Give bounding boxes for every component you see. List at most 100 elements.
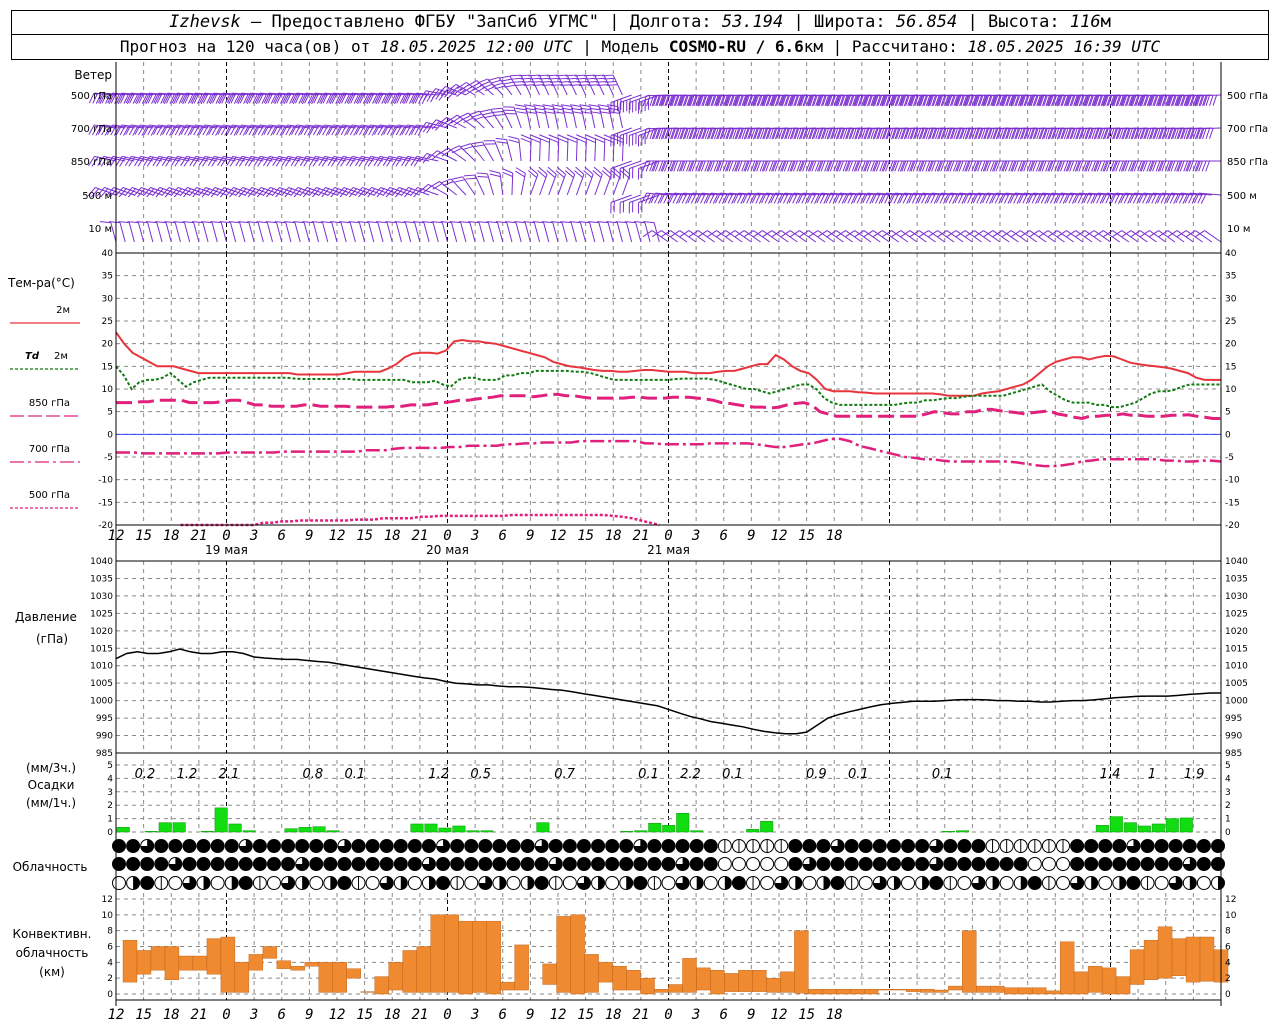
wind-barb-flag: [374, 92, 380, 104]
wind-barb-flag: [853, 192, 859, 204]
wind-barb-flag: [321, 156, 329, 167]
wind-barb-flag: [698, 160, 704, 172]
wind-barb-shaft: [1189, 192, 1212, 196]
cloud-symbol: [182, 857, 197, 871]
precip-3h-label: 0.1: [344, 767, 365, 782]
wind-barb-flag: [327, 187, 336, 197]
wind-barb-flag: [730, 128, 735, 139]
wind-barb-flag: [1115, 128, 1121, 140]
y-tick-left: -20: [98, 521, 113, 531]
cloud-symbol: [689, 839, 704, 853]
wind-barb-shaft: [426, 121, 448, 129]
x-tick-label-temp: 21: [190, 528, 207, 544]
wind-barb-flag: [302, 188, 311, 198]
wind-barb-flag: [660, 95, 666, 107]
wind-barb-flag: [468, 221, 480, 224]
wind-barb-flag: [154, 93, 161, 105]
wind-barb-flag: [283, 93, 290, 105]
wind-barb-flag: [1062, 193, 1069, 204]
wind-barb-flag: [569, 221, 581, 224]
wind-barb-flag: [515, 167, 526, 174]
wind-barb-flag: [752, 160, 758, 172]
cloud-symbol: [1084, 839, 1099, 853]
cloud-symbol: [929, 876, 944, 890]
wind-barb-flag: [359, 125, 366, 136]
wind-barb-flag: [791, 95, 796, 106]
wind-barb-flag: [442, 181, 454, 187]
wind-barb-flag: [257, 156, 265, 167]
cloud-symbol: [605, 857, 620, 871]
wind-barb-flag: [980, 160, 986, 172]
cloud-symbol: [872, 857, 887, 871]
wind-barb-flag: [247, 221, 259, 224]
wind-barb-flag: [654, 160, 660, 172]
wind-barb-flag: [1184, 192, 1191, 204]
wind-barb-shaft: [885, 192, 908, 196]
wind-barb-flag: [265, 221, 277, 224]
wind-barb-flag: [916, 128, 922, 140]
wind-barb-flag: [1081, 193, 1087, 204]
x-tick-label-temp: 12: [329, 528, 346, 544]
wind-barb-flag: [852, 128, 857, 140]
wind-barb-flag: [1034, 128, 1039, 139]
y-tick-right: 6: [1225, 943, 1231, 953]
wind-barb-flag: [219, 93, 225, 105]
wind-barb-flag: [106, 187, 115, 197]
wind-barb-flag: [534, 107, 546, 111]
wind-barb-shaft: [168, 155, 190, 162]
y-tick-right: 0: [1225, 430, 1231, 440]
wind-barb-flag: [817, 128, 822, 140]
wind-barb-flag: [891, 95, 896, 107]
wind-barb-flag: [1076, 95, 1082, 106]
wind-barb-flag: [1082, 95, 1087, 107]
wind-barb-flag: [580, 111, 592, 114]
wind-barb-flag: [803, 128, 809, 139]
wind-barb-flag: [1140, 160, 1146, 172]
wind-barb-flag: [279, 125, 286, 136]
wind-barb-shaft: [499, 173, 504, 196]
wind-barb-flag: [318, 124, 325, 135]
precip-bar: [200, 831, 214, 833]
wind-barb-flag: [942, 95, 947, 106]
wind-barb-flag: [1124, 128, 1130, 140]
wind-barb-flag: [963, 94, 969, 106]
wind-barb-shaft: [1171, 192, 1194, 196]
wind-barb-flag: [872, 128, 878, 140]
wind-barb-flag: [841, 193, 848, 204]
wind-barb-flag: [1063, 128, 1069, 140]
wind-barb-shaft: [1167, 230, 1185, 243]
wind-barb-flag: [1127, 193, 1133, 204]
wind-barb-flag: [881, 160, 887, 172]
wind-barb-flag: [734, 128, 740, 140]
wind-barb-flag: [842, 95, 848, 107]
convective-bar: [948, 985, 963, 991]
cloud-symbol: [365, 857, 380, 871]
wind-barb-shaft: [447, 147, 467, 162]
wind-barb-flag: [902, 193, 909, 204]
wind-barb-flag: [828, 128, 833, 139]
wind-barb-flag: [1039, 95, 1045, 106]
wind-barb-shaft: [287, 92, 310, 96]
wind-barb-flag: [208, 124, 215, 135]
wind-barb-flag: [716, 230, 727, 238]
convective-bar: [290, 966, 306, 971]
wind-barb-flag: [656, 95, 662, 106]
wind-barb-flag: [570, 107, 582, 111]
wind-barb-flag: [993, 95, 999, 106]
wind-barb-flag: [263, 156, 270, 166]
wind-barb-flag: [1084, 160, 1089, 172]
precip-bar: [648, 823, 662, 833]
x-tick-label-bottom: 9: [747, 1007, 755, 1023]
cloud-symbol: [323, 839, 338, 853]
wind-barb-flag: [671, 95, 676, 106]
wind-barb-flag: [983, 128, 988, 140]
wind-barb-flag: [568, 80, 580, 83]
wind-barb-flag: [725, 128, 730, 140]
wind-barb-shaft: [629, 194, 651, 203]
wind-barb-flag: [951, 95, 956, 106]
wind-barb-flag: [745, 95, 750, 106]
cloud-symbol: [858, 857, 873, 871]
wind-barb-flag: [221, 93, 227, 104]
wind-barb-flag: [670, 230, 681, 238]
wind-barb-flag: [779, 192, 786, 204]
